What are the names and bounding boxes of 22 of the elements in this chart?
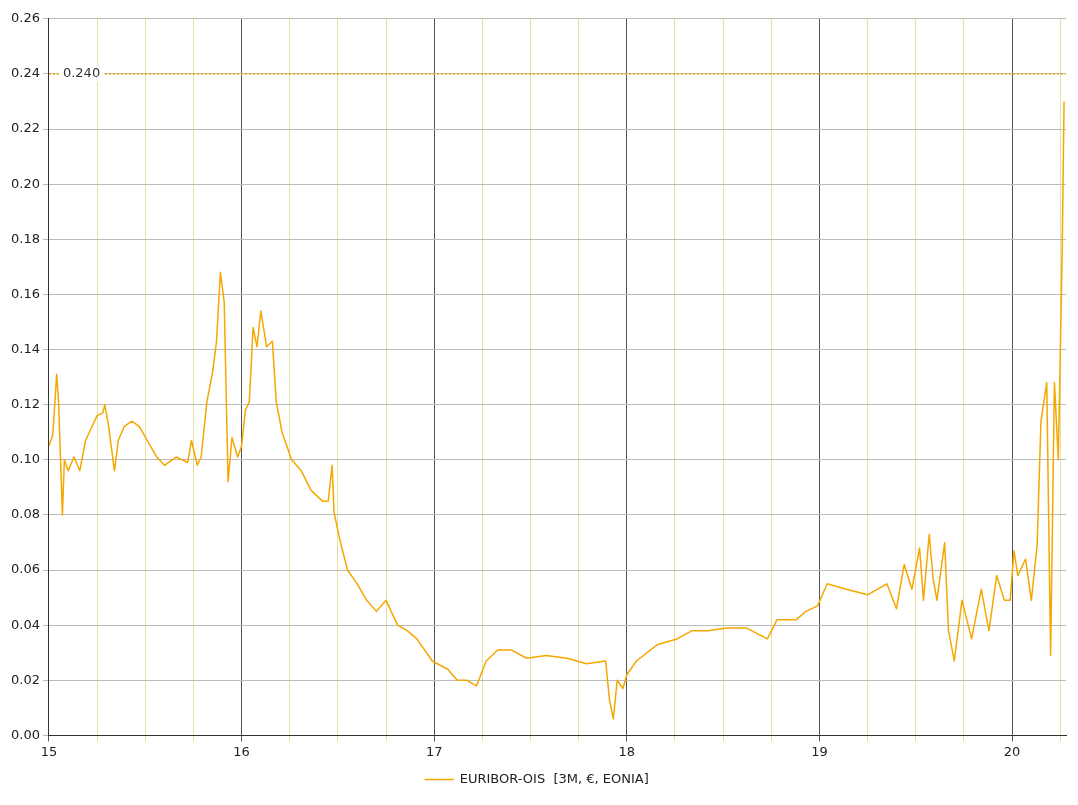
y-tick-label: 0.04 xyxy=(10,616,40,632)
y-tick-label: 0.16 xyxy=(10,285,40,301)
y-tick-label: 0.26 xyxy=(10,10,40,26)
x-tick-label: 15 xyxy=(40,743,58,759)
y-tick-label: 0.02 xyxy=(10,671,40,687)
x-tick-label: 18 xyxy=(618,743,636,759)
ref-line-label: 0.240 xyxy=(62,65,101,81)
y-tick-label: 0.08 xyxy=(10,506,40,522)
x-tick-label: 19 xyxy=(811,743,828,759)
y-tick-label: 0.00 xyxy=(10,726,40,742)
y-tick-label: 0.18 xyxy=(10,230,40,246)
y-tick-label: 0.14 xyxy=(10,340,40,356)
y-tick-label: 0.20 xyxy=(10,175,40,191)
y-tick-label: 0.06 xyxy=(10,561,40,577)
x-tick-label: 20 xyxy=(1003,743,1021,759)
x-tick-label: 16 xyxy=(233,743,250,759)
y-tick-label: 0.24 xyxy=(10,65,40,81)
y-tick-label: 0.22 xyxy=(10,120,40,136)
y-tick-label: 0.12 xyxy=(10,396,40,412)
legend-label: EURIBOR-OIS [3M, €, EONIA] xyxy=(459,770,649,786)
x-tick-label: 17 xyxy=(425,743,443,759)
y-tick-label: 0.10 xyxy=(10,451,40,467)
